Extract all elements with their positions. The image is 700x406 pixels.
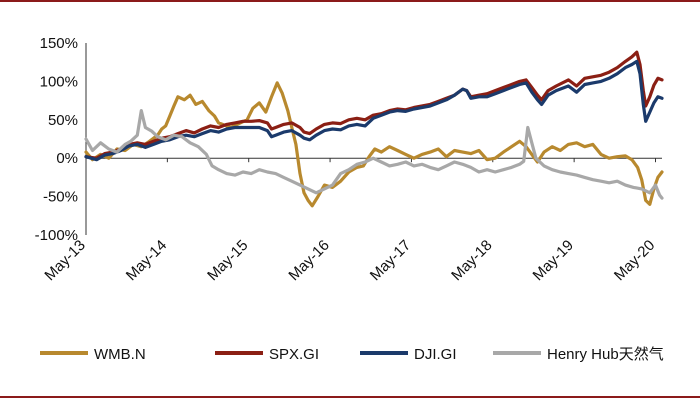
- legend-label: WMB.N: [94, 346, 146, 363]
- legend: WMB.N SPX.GI DJI.GI Henry Hub天然气: [40, 346, 664, 363]
- y-tick-label: -100%: [35, 227, 78, 244]
- y-tick-label: 0%: [56, 150, 78, 167]
- y-axis-ticks: 150% 100% 50% 0% -50% -100%: [35, 35, 78, 244]
- x-tick-label: May-20: [611, 237, 658, 284]
- legend-label: DJI.GI: [414, 346, 457, 363]
- x-tick-label: May-14: [123, 237, 170, 284]
- legend-label: Henry Hub天然气: [547, 346, 664, 363]
- x-tick-label: May-17: [367, 237, 414, 284]
- bottom-rule: [0, 396, 700, 398]
- y-tick-label: 50%: [48, 112, 78, 129]
- y-tick-label: 100%: [40, 73, 78, 90]
- y-tick-label: -50%: [43, 189, 78, 206]
- series-line: [84, 59, 664, 162]
- series-line: [84, 81, 664, 208]
- top-rule: [0, 0, 700, 2]
- series-line: [84, 109, 664, 200]
- x-axis-ticks: May-13 May-14 May-15 May-16 May-17 May-18 May-…: [41, 158, 658, 284]
- x-tick-label: May-16: [285, 237, 332, 284]
- y-tick-label: 150%: [40, 35, 78, 52]
- x-tick-label: May-19: [530, 237, 577, 284]
- legend-label: SPX.GI: [269, 346, 319, 363]
- x-tick-label: May-18: [448, 237, 495, 284]
- series-group: [84, 50, 664, 208]
- x-tick-label: May-15: [204, 237, 251, 284]
